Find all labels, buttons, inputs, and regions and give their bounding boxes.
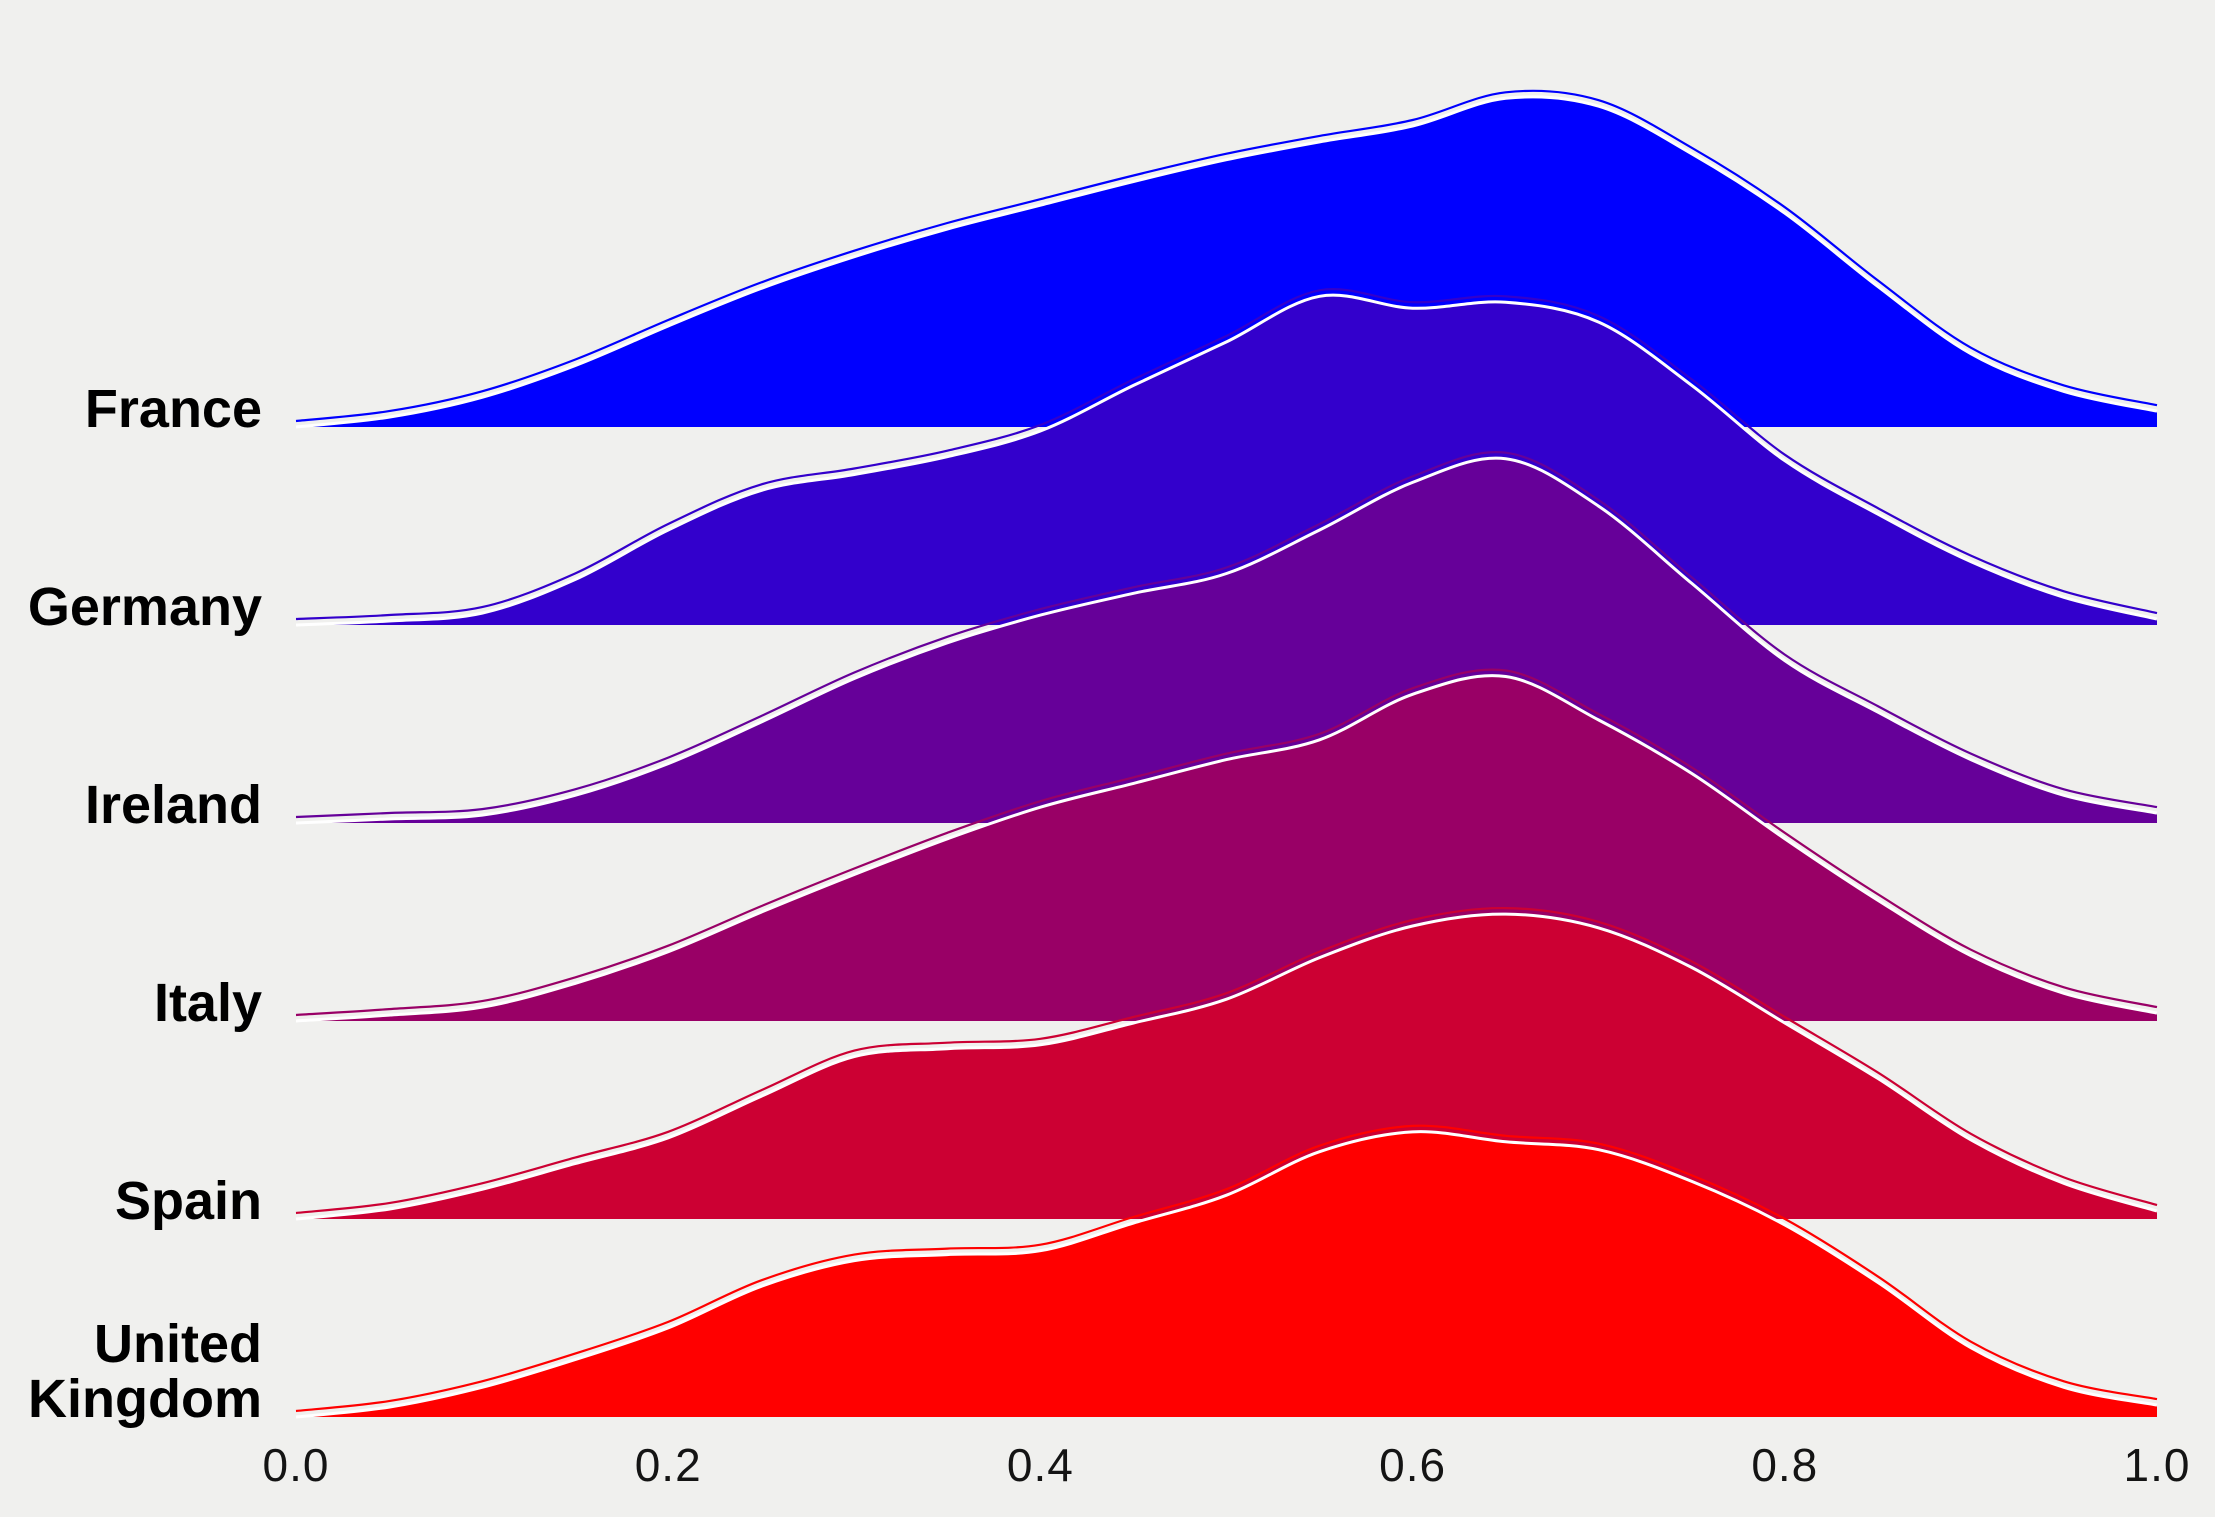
x-tick-0.4: 0.4 (1006, 1439, 1074, 1491)
ridge-line-france (295, 89, 2158, 423)
ridge-fill-spain (296, 914, 2157, 1219)
row-label-italy: Italy (153, 972, 262, 1033)
x-tick-0.8: 0.8 (1751, 1439, 1819, 1491)
x-tick-1.0: 1.0 (2123, 1439, 2191, 1491)
ridge-fill-france (296, 96, 2157, 428)
ridge-line-italy (295, 668, 2158, 1017)
row-label-united-kingdom: United Kingdom (28, 1313, 262, 1429)
ridge-outline-spain (295, 912, 2158, 1221)
row-label-ireland: Ireland (84, 774, 262, 835)
ridge-outline-italy (295, 674, 2158, 1023)
ridge-outline-ireland (295, 456, 2158, 825)
ridge-fill-italy (296, 675, 2157, 1021)
ridge-fill-ireland (296, 458, 2157, 823)
row-label-germany: Germany (27, 576, 262, 637)
x-tick-0.6: 0.6 (1379, 1439, 1447, 1491)
ridge-fill-germany (296, 295, 2157, 625)
ridge-line-spain (295, 906, 2158, 1215)
x-tick-0.2: 0.2 (634, 1439, 702, 1491)
ridge-line-germany (295, 288, 2158, 621)
ridge-fill-united-kingdom (296, 1131, 2157, 1417)
ridge-outline-united-kingdom (295, 1130, 2158, 1419)
x-tick-0.0: 0.0 (262, 1439, 330, 1491)
ridge-outline-germany (295, 293, 2158, 627)
row-label-spain: Spain (114, 1170, 262, 1231)
row-label-france: France (84, 378, 262, 439)
ridge-outline-france (295, 95, 2158, 429)
ridge-line-united-kingdom (295, 1124, 2158, 1413)
ridge-line-ireland (295, 450, 2158, 819)
